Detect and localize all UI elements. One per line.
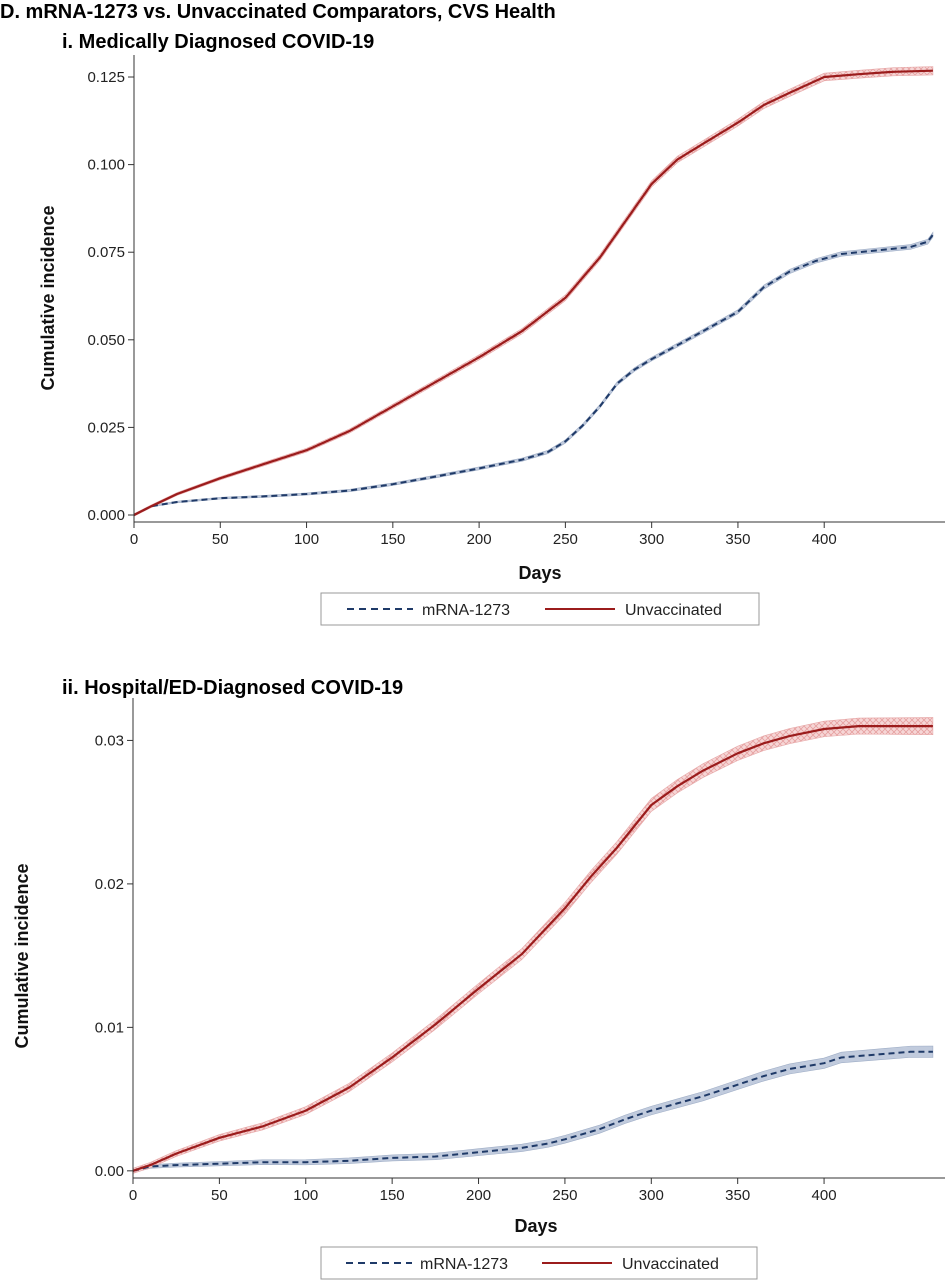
- legend-label-mrna-1273: mRNA-1273: [422, 602, 510, 619]
- series-lines: [132, 725, 933, 1172]
- legend-label-unvaccinated: Unvaccinated: [625, 602, 722, 619]
- axes: 0 50 100 150 200 250 300 350 400 0.000 0.025 0.050 0…: [87, 55, 945, 548]
- y-axis-title: Cumulative incidence: [38, 205, 58, 390]
- confidence-bands: [132, 717, 934, 1174]
- y-tick-label: 0.02: [95, 876, 124, 893]
- axes: 0 50 100 150 200 250 300 350 400 0.00 0.01 0.02 0.03: [95, 698, 945, 1204]
- y-tick-label: 0.050: [87, 332, 125, 349]
- series-line-unvaccinated: [133, 69, 933, 516]
- legend: mRNA-1273 Unvaccinated: [320, 592, 760, 626]
- legend: mRNA-1273 Unvaccinated: [320, 1246, 758, 1280]
- legend-label-mrna-1273: mRNA-1273: [420, 1256, 508, 1273]
- x-tick-label: 100: [293, 1187, 318, 1204]
- y-tick-label: 0.00: [95, 1163, 124, 1180]
- x-tick-label: 150: [380, 531, 405, 548]
- x-tick-label: 400: [812, 1187, 837, 1204]
- y-tick-label: 0.025: [87, 419, 125, 436]
- series-line-mrna-1273: [132, 1050, 933, 1172]
- y-axis-title: Cumulative incidence: [12, 863, 32, 1048]
- x-tick-label: 150: [380, 1187, 405, 1204]
- x-tick-label: 250: [553, 531, 578, 548]
- band-mrna-1273: [132, 1045, 934, 1173]
- x-tick-label: 0: [130, 531, 138, 548]
- x-tick-label: 350: [725, 531, 750, 548]
- legend-box: [320, 592, 760, 626]
- series-line-unvaccinated: [132, 725, 933, 1172]
- y-tick-label: 0.03: [95, 732, 124, 749]
- x-tick-label: 200: [467, 531, 492, 548]
- series-line-mrna-1273: [133, 234, 934, 516]
- y-tick-label: 0.01: [95, 1019, 124, 1036]
- x-tick-label: 250: [552, 1187, 577, 1204]
- x-tick-label: 100: [294, 531, 319, 548]
- y-tick-label: 0.100: [87, 157, 125, 174]
- panel-title: i. Medically Diagnosed COVID-19: [62, 31, 374, 53]
- series-lines: [133, 69, 934, 516]
- x-tick-label: 50: [211, 1187, 228, 1204]
- y-tick-label: 0.125: [87, 69, 125, 86]
- legend-box: [320, 1246, 758, 1280]
- band-mrna-1273: [133, 231, 934, 517]
- y-tick-label: 0.075: [87, 244, 125, 261]
- confidence-bands: [133, 66, 934, 517]
- x-axis-title: Days: [514, 1216, 557, 1236]
- band-unvaccinated: [132, 717, 934, 1174]
- x-axis-title: Days: [518, 563, 561, 583]
- x-tick-label: 50: [212, 531, 229, 548]
- x-tick-label: 300: [639, 531, 664, 548]
- x-tick-label: 0: [129, 1187, 137, 1204]
- panel-medically-diagnosed: i. Medically Diagnosed COVID-19 0 50 100 15…: [38, 31, 945, 626]
- figure-title: D. mRNA-1273 vs. Unvaccinated Comparator…: [0, 1, 556, 23]
- legend-label-unvaccinated: Unvaccinated: [622, 1256, 719, 1273]
- band-unvaccinated: [133, 66, 934, 517]
- x-tick-label: 400: [812, 531, 837, 548]
- x-tick-label: 200: [466, 1187, 491, 1204]
- panel-title: ii. Hospital/ED-Diagnosed COVID-19: [62, 677, 403, 699]
- y-tick-label: 0.000: [87, 507, 125, 524]
- x-tick-label: 350: [725, 1187, 750, 1204]
- panel-hospital-ed-diagnosed: ii. Hospital/ED-Diagnosed COVID-19 0 50 10…: [12, 677, 945, 1280]
- x-tick-label: 300: [639, 1187, 664, 1204]
